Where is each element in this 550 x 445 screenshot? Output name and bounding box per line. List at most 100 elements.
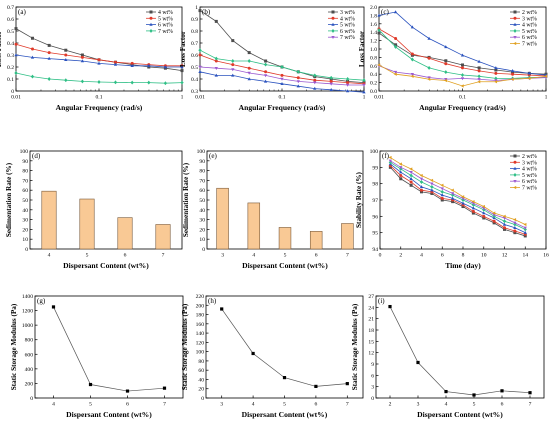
data-point [461, 66, 464, 70]
data-point [280, 73, 284, 77]
y-tick-label: 18 [368, 328, 374, 334]
y-tick-label: 0.7 [7, 5, 14, 11]
data-point [419, 177, 424, 181]
data-point [345, 83, 350, 87]
data-point [198, 65, 202, 69]
data-point [444, 62, 448, 66]
data-point [477, 59, 481, 63]
legend-label: 5 wt% [522, 173, 537, 179]
data-point [500, 389, 504, 393]
data-point [510, 69, 515, 73]
data-point [251, 351, 255, 356]
data-point [430, 184, 434, 189]
legend-label: 6 wt% [522, 35, 537, 41]
x-axis-label: Dispersant Content (wt%) [417, 410, 503, 419]
x-axis-label: Dispersant Content (wt%) [242, 261, 328, 270]
y-tick-label: 0.2 [7, 65, 14, 71]
legend-marker [331, 36, 335, 39]
y-tick-label: 24 [368, 305, 374, 311]
legend-marker [149, 22, 153, 26]
legend-label: 4 wt% [522, 167, 537, 173]
data-point [345, 77, 350, 81]
legend-marker [149, 28, 153, 33]
y-tick-label: 80 [199, 169, 205, 175]
data-point [409, 176, 413, 180]
data-point [399, 170, 403, 174]
data-point [450, 188, 454, 192]
y-tick-label: 0 [202, 247, 205, 253]
data-point [440, 187, 444, 191]
data-point [482, 214, 486, 218]
y-tick-label: 20 [198, 387, 204, 393]
data-point [510, 77, 514, 81]
plot-frame [375, 295, 545, 399]
data-point [410, 25, 415, 29]
data-point [345, 89, 350, 93]
data-point [523, 222, 527, 227]
data-point [80, 59, 85, 63]
data-point [377, 28, 381, 33]
y-tick-label: 20 [22, 227, 28, 233]
data-point [440, 183, 444, 187]
data-point [329, 82, 333, 86]
data-point [130, 61, 134, 65]
y-tick-label: 1.2 [370, 39, 377, 45]
data-point [482, 211, 486, 215]
x-axis-label: Angular Frequency (rad/s) [239, 103, 326, 112]
panel-label: (f) [382, 152, 390, 160]
x-tick-label: 5 [283, 402, 286, 408]
legend-label: 7 wt% [522, 42, 537, 48]
x-tick-label: 0 [379, 253, 382, 259]
legend-label: 7 wt% [522, 186, 537, 192]
data-point [444, 389, 448, 394]
data-point [296, 80, 300, 84]
series-line-data [389, 306, 531, 396]
x-tick-label: 1 [545, 95, 548, 101]
x-tick-label: 5 [284, 253, 287, 259]
data-point [362, 90, 366, 94]
panel-label: (h) [208, 297, 217, 305]
x-tick-label: 0.1 [279, 95, 286, 101]
data-point [162, 386, 167, 390]
y-tick-label: 98 [372, 182, 378, 188]
data-point [502, 214, 506, 218]
y-tick-label: 0 [201, 396, 204, 402]
x-tick-label: 6 [441, 253, 444, 259]
x-tick-label: 7 [529, 402, 532, 408]
data-point [14, 42, 18, 46]
data-point [198, 70, 202, 73]
data-point [97, 61, 101, 65]
x-tick-label: 6 [501, 402, 504, 408]
chart-panel-i: 0 3 6 9 12 15 18 21 24 27 2 3 4 5 6 7 (i) Dispersant Cont… [351, 294, 545, 419]
data-point [471, 209, 475, 213]
data-point [393, 72, 397, 76]
data-point [47, 51, 51, 55]
data-point [440, 196, 444, 200]
data-point [450, 192, 455, 196]
data-point [420, 188, 423, 192]
x-tick-label: 5 [473, 402, 476, 408]
data-point [471, 206, 476, 210]
data-point [460, 53, 465, 57]
y-tick-label: 180 [196, 313, 205, 319]
data-point [214, 19, 218, 23]
data-point [231, 59, 235, 63]
data-point [231, 63, 235, 67]
legend-marker [513, 10, 517, 14]
data-point [147, 80, 151, 85]
y-tick-label: 96 [372, 214, 378, 220]
x-tick-label: 8 [462, 253, 465, 259]
data-point [427, 56, 431, 60]
data-point [180, 65, 184, 69]
data-point [427, 76, 431, 80]
series-line-5wt [390, 162, 526, 230]
y-tick-label: 0.4 [370, 72, 377, 78]
x-tick-label: 3 [417, 402, 420, 408]
data-point [409, 180, 413, 184]
plot-frame [205, 295, 364, 399]
x-tick-label: 7 [163, 402, 166, 408]
y-tick-label: 1 [195, 5, 198, 11]
data-point [502, 222, 507, 226]
data-point [492, 219, 496, 223]
